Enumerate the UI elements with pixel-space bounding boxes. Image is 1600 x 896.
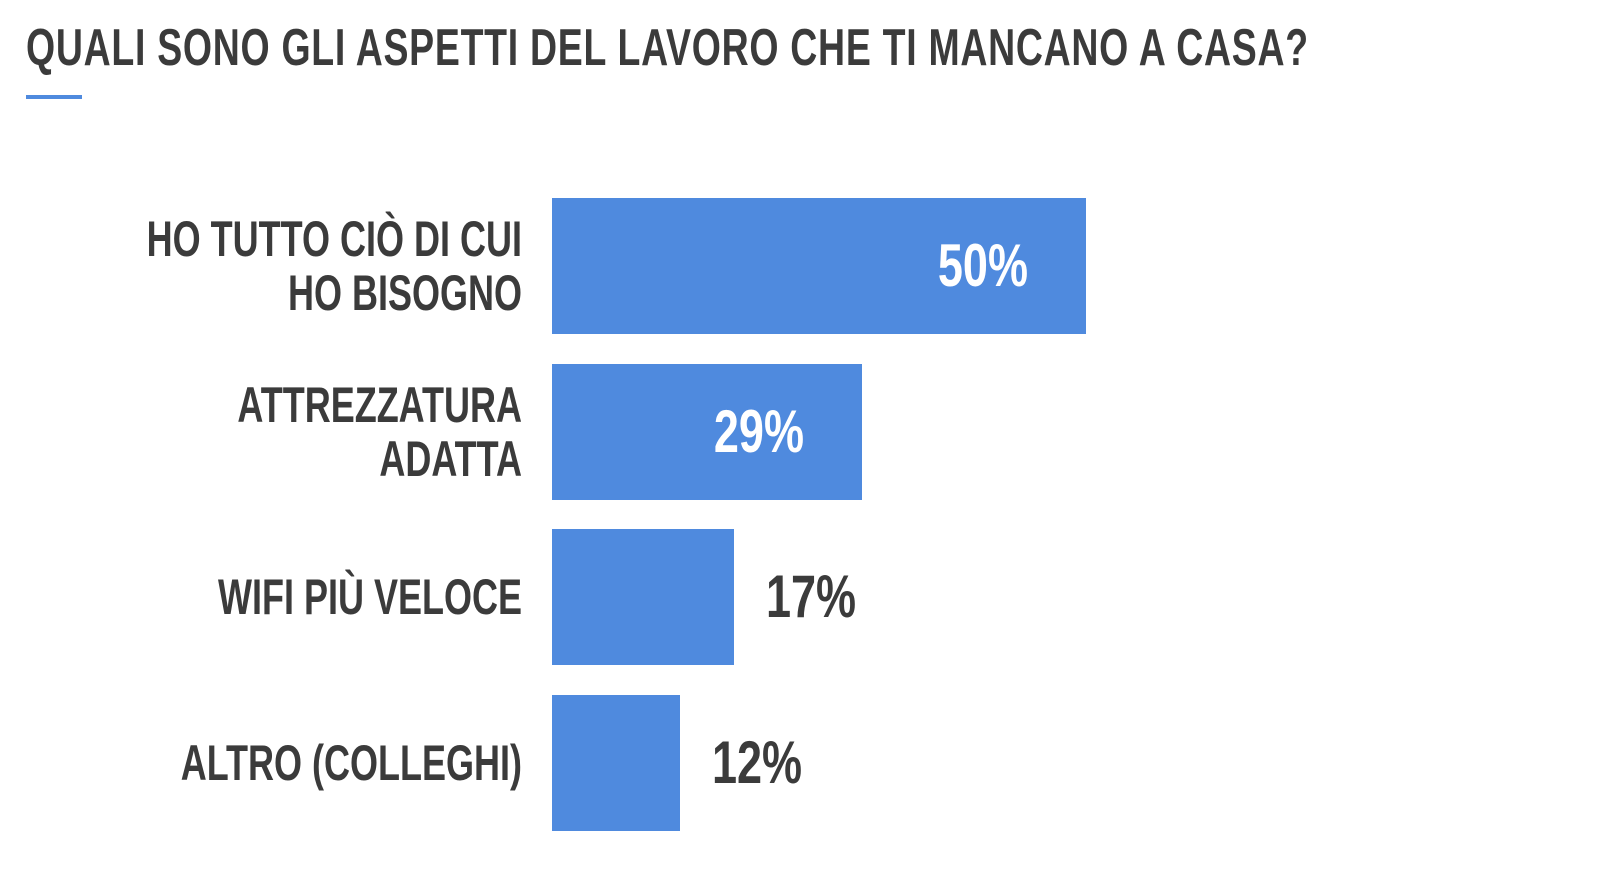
title-underline bbox=[26, 95, 82, 99]
value-label: 17% bbox=[765, 563, 856, 631]
value-label: 29% bbox=[713, 397, 804, 465]
category-label: ATTREZZATURA ADATTA bbox=[237, 376, 523, 487]
chart-title: QUALI SONO GLI ASPETTI DEL LAVORO CHE TI… bbox=[26, 19, 1309, 77]
category-label: WIFI PIÙ VELOCE bbox=[217, 569, 522, 626]
bar bbox=[552, 198, 1086, 334]
bar bbox=[552, 695, 681, 832]
value-label: 12% bbox=[712, 729, 803, 797]
bar bbox=[552, 363, 862, 500]
category-label: HO TUTTO CIÒ DI CUI HO BISOGNO bbox=[146, 211, 522, 321]
bar bbox=[552, 529, 734, 666]
value-label: 50% bbox=[937, 232, 1028, 299]
category-label: ALTRO (COLLEGHI) bbox=[180, 735, 523, 792]
